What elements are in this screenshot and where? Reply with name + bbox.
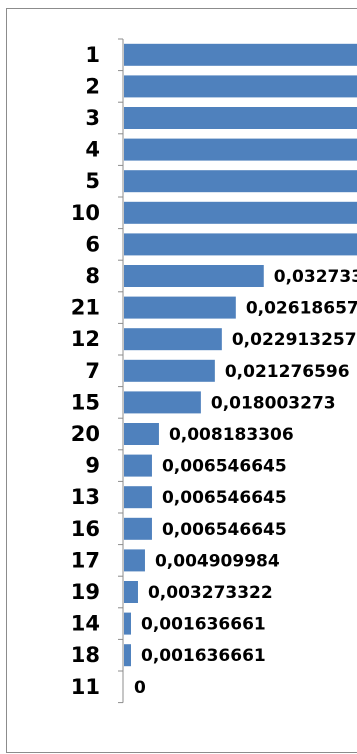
data-label: 0,026186579 [246,299,357,319]
chart-frame: 1 2 3 4 5 10 6 8 21 12 7 15 20 9 13 16 17 19 14 18 11 0,0327… [6,8,357,753]
bar [124,644,131,667]
category-label: 9 [85,454,100,478]
bar [124,107,357,129]
category-label: 20 [71,422,100,446]
bar [124,549,145,572]
category-label: 13 [71,485,100,509]
bar [124,486,152,509]
bar [124,138,357,161]
data-label: 0,018003273 [211,393,336,413]
data-label: 0 [134,678,146,698]
data-label: 0,001636661 [141,615,266,635]
category-label: 16 [71,517,100,541]
bar [124,612,131,635]
data-label: 0,032733224 [274,267,357,287]
category-label: 3 [85,106,100,130]
bar [124,265,264,287]
data-label: 0,006546645 [162,457,287,477]
axis-ticks [118,38,123,704]
data-label: 0,004909984 [155,551,280,571]
category-label: 2 [85,74,100,98]
data-label: 0,006546645 [162,520,287,540]
bars-group [124,43,357,667]
bar [124,423,159,445]
data-label: 0,001636661 [141,646,266,666]
category-label: 4 [85,138,100,162]
category-label: 19 [71,580,100,604]
category-label: 5 [85,169,100,193]
category-label: 8 [85,264,100,288]
category-label: 6 [85,232,100,256]
data-label: 0,006546645 [162,488,287,508]
data-labels: 0,032733224 0,026186579 0,022913257 0,02127… [134,267,357,698]
category-label: 15 [71,390,100,414]
bar [124,391,201,414]
bar [124,233,357,256]
data-label: 0,021276596 [225,362,350,382]
bar [124,581,138,603]
data-label: 0,022913257 [232,330,357,350]
category-label: 14 [71,612,100,636]
data-label: 0,008183306 [169,425,294,445]
category-label: 21 [71,296,100,320]
category-label: 11 [71,675,100,699]
bar [124,43,357,66]
bar [124,454,152,477]
bar [124,328,222,351]
category-label: 18 [71,643,100,667]
category-label: 1 [85,43,100,67]
data-label: 0,003273322 [148,583,273,603]
category-label: 7 [85,359,100,383]
bar [124,359,215,382]
bar [124,296,236,319]
bar [124,75,357,98]
category-label: 12 [71,327,100,351]
bar [124,170,357,193]
category-label: 17 [71,548,100,572]
category-label: 10 [71,201,100,225]
bar [124,201,357,224]
bar [124,517,152,540]
